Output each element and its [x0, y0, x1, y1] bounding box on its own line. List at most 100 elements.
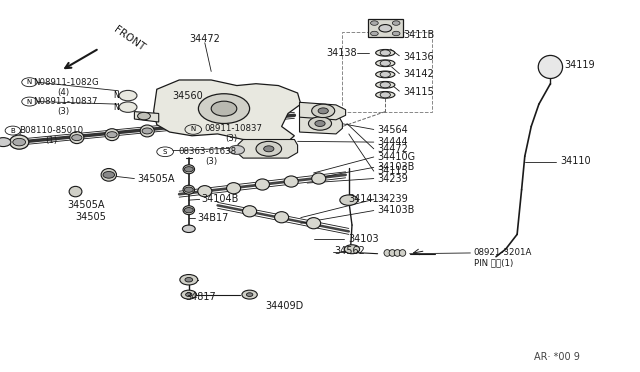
Ellipse shape: [376, 49, 395, 56]
Text: 34104B: 34104B: [202, 195, 239, 204]
Text: 34817: 34817: [186, 292, 216, 302]
Ellipse shape: [394, 250, 401, 256]
Circle shape: [242, 290, 257, 299]
Text: (3): (3): [205, 157, 217, 166]
Ellipse shape: [227, 183, 241, 194]
Text: 34239: 34239: [378, 194, 408, 204]
Text: N08911-10837: N08911-10837: [33, 97, 98, 106]
Polygon shape: [300, 112, 342, 134]
Ellipse shape: [384, 250, 390, 256]
Circle shape: [72, 135, 82, 141]
Text: 34410G: 34410G: [378, 152, 416, 162]
Text: 34472: 34472: [378, 144, 408, 154]
Text: 34409D: 34409D: [266, 301, 304, 311]
Ellipse shape: [183, 165, 195, 174]
Text: 34505A: 34505A: [138, 174, 175, 183]
Text: AR· *00 9: AR· *00 9: [534, 352, 580, 362]
Circle shape: [340, 195, 358, 205]
Circle shape: [380, 60, 390, 66]
Circle shape: [312, 104, 335, 118]
Text: 34103B: 34103B: [378, 163, 415, 172]
Ellipse shape: [10, 135, 29, 149]
Text: 34564: 34564: [378, 125, 408, 135]
Text: 34141: 34141: [349, 194, 380, 204]
Bar: [368, 19, 403, 37]
Circle shape: [315, 121, 325, 126]
Ellipse shape: [243, 206, 257, 217]
Text: 34115: 34115: [403, 87, 434, 97]
Ellipse shape: [275, 212, 289, 223]
Ellipse shape: [376, 81, 395, 88]
Circle shape: [264, 146, 274, 152]
Circle shape: [186, 293, 192, 296]
Text: 34142: 34142: [403, 70, 434, 79]
Circle shape: [344, 245, 360, 254]
Text: 34119: 34119: [564, 61, 595, 70]
Text: (4): (4): [58, 88, 70, 97]
Text: 08921-3201A: 08921-3201A: [474, 248, 532, 257]
Ellipse shape: [182, 225, 195, 232]
Ellipse shape: [140, 125, 154, 137]
Circle shape: [379, 25, 392, 32]
Text: 34560: 34560: [173, 91, 204, 101]
Circle shape: [318, 108, 328, 114]
Text: PIN ピン(1): PIN ピン(1): [474, 258, 513, 267]
Text: 08911-10837: 08911-10837: [205, 124, 263, 133]
Ellipse shape: [538, 55, 563, 78]
Text: (3): (3): [58, 107, 70, 116]
Ellipse shape: [284, 176, 298, 187]
Ellipse shape: [198, 186, 212, 197]
Ellipse shape: [376, 71, 395, 78]
Circle shape: [184, 167, 193, 172]
Text: N: N: [27, 79, 32, 85]
Text: N: N: [27, 99, 32, 105]
Text: 34444: 34444: [378, 137, 408, 147]
Circle shape: [246, 293, 253, 296]
Circle shape: [211, 101, 237, 116]
Circle shape: [308, 117, 332, 130]
Circle shape: [380, 82, 390, 88]
Ellipse shape: [101, 169, 116, 181]
Circle shape: [138, 112, 150, 120]
Ellipse shape: [70, 132, 84, 144]
Text: 34562: 34562: [334, 247, 365, 256]
Polygon shape: [300, 102, 346, 120]
Circle shape: [142, 128, 152, 134]
Circle shape: [198, 94, 250, 124]
Ellipse shape: [255, 179, 269, 190]
Text: 34472: 34472: [189, 34, 220, 44]
Circle shape: [119, 90, 137, 101]
Ellipse shape: [376, 60, 395, 67]
Text: 3411B: 3411B: [403, 31, 435, 40]
Ellipse shape: [307, 218, 321, 229]
Circle shape: [380, 92, 390, 98]
Circle shape: [392, 21, 400, 25]
Text: B08110-85010: B08110-85010: [19, 126, 83, 135]
Circle shape: [380, 50, 390, 56]
Text: N: N: [191, 126, 196, 132]
Text: 34505A: 34505A: [67, 201, 105, 210]
Circle shape: [180, 275, 198, 285]
Circle shape: [184, 187, 193, 192]
Circle shape: [229, 145, 244, 154]
Text: 34138: 34138: [326, 48, 357, 58]
Ellipse shape: [69, 186, 82, 197]
Text: 34505: 34505: [76, 212, 106, 221]
Polygon shape: [134, 112, 159, 122]
Circle shape: [184, 208, 193, 213]
Circle shape: [256, 141, 282, 156]
Text: FRONT: FRONT: [112, 25, 147, 53]
Text: (3): (3): [225, 134, 237, 143]
Circle shape: [103, 171, 115, 178]
Text: 34103: 34103: [349, 234, 380, 244]
Circle shape: [107, 132, 117, 138]
Circle shape: [13, 138, 26, 146]
Circle shape: [0, 138, 11, 147]
Polygon shape: [154, 80, 301, 141]
Circle shape: [392, 31, 400, 36]
Ellipse shape: [312, 173, 326, 184]
Text: N: N: [114, 91, 119, 100]
Text: B: B: [10, 128, 15, 134]
Ellipse shape: [389, 250, 396, 256]
Ellipse shape: [183, 185, 195, 194]
